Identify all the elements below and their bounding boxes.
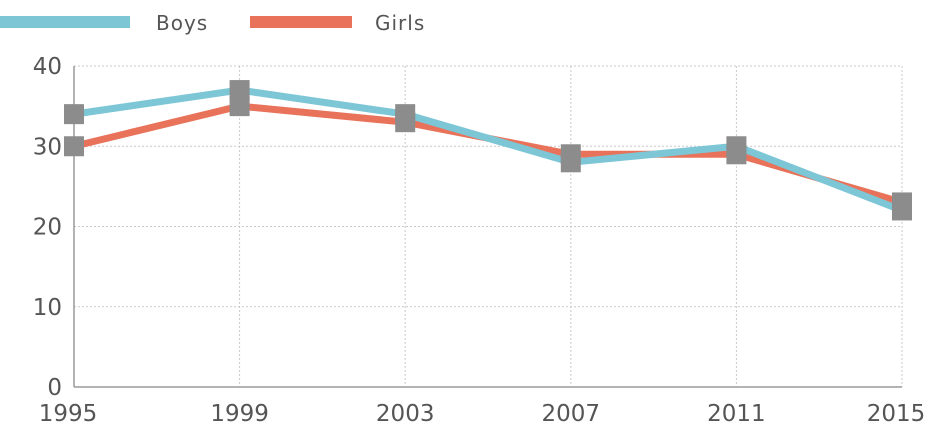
data-point-boys	[229, 80, 250, 101]
grid	[73, 65, 903, 388]
axis-labels: 0 10 20 30 40 1995 1999 2003 2007 2011 2015	[33, 54, 926, 427]
y-tick-label: 20	[33, 215, 62, 241]
series-lines	[73, 86, 904, 214]
data-point-girls	[560, 144, 581, 165]
legend: Boys Girls	[0, 11, 425, 35]
data-markers	[64, 80, 912, 221]
legend-item-boys: Boys	[0, 11, 208, 35]
data-point-boys	[64, 104, 84, 125]
data-point-girls	[229, 96, 250, 117]
y-tick-label: 30	[33, 134, 62, 160]
data-point-girls	[892, 192, 912, 213]
x-tick-label: 1995	[39, 401, 98, 427]
y-tick-label: 40	[33, 54, 62, 80]
x-tick-label: 2015	[867, 401, 926, 427]
x-tick-label: 2003	[376, 401, 435, 427]
legend-item-girls: Girls	[250, 11, 425, 35]
data-point-girls	[395, 112, 416, 133]
series-line-boys	[73, 86, 904, 214]
data-point-girls	[64, 136, 84, 157]
x-tick-label: 2007	[542, 401, 601, 427]
series-line-girls	[73, 102, 903, 206]
data-point-girls	[726, 144, 747, 165]
legend-label-girls: Girls	[375, 11, 425, 35]
x-tick-label: 1999	[210, 401, 269, 427]
x-tick-label: 2011	[707, 401, 766, 427]
legend-label-boys: Boys	[156, 11, 208, 35]
y-tick-label: 0	[47, 375, 62, 401]
y-tick-label: 10	[33, 295, 62, 321]
